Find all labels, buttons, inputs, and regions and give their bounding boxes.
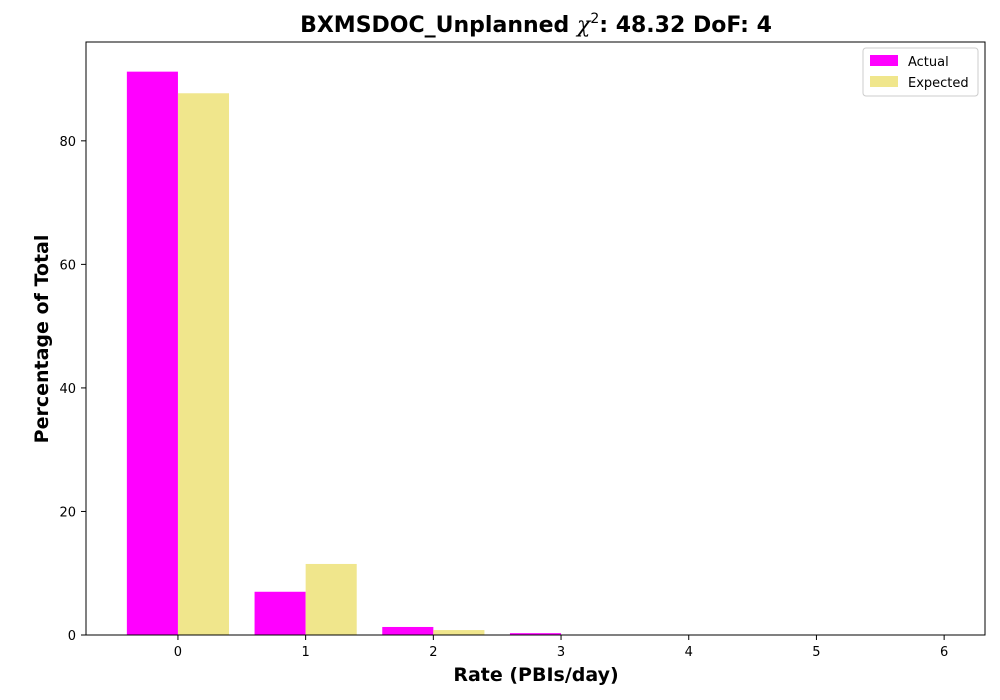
y-tick-label: 40 <box>59 382 76 397</box>
legend-swatch-expected <box>870 76 898 87</box>
legend: Actual Expected <box>863 48 978 96</box>
y-tick-label: 60 <box>59 258 76 273</box>
bar-actual-1 <box>255 592 306 635</box>
bar-expected-2 <box>433 630 484 635</box>
x-axis-label: Rate (PBIs/day) <box>453 664 618 686</box>
bar-actual-2 <box>382 627 433 635</box>
x-tick-label: 3 <box>557 645 565 660</box>
legend-swatch-actual <box>870 55 898 66</box>
x-tick-label: 4 <box>685 645 693 660</box>
x-tick-label: 2 <box>429 645 437 660</box>
legend-label-actual: Actual <box>908 55 949 70</box>
bar-actual-0 <box>127 72 178 635</box>
x-tick-label: 1 <box>302 645 310 660</box>
bars-group <box>127 72 612 635</box>
y-tick-label: 0 <box>68 629 76 644</box>
x-tick-label: 0 <box>174 645 182 660</box>
y-tick-label: 20 <box>59 505 76 520</box>
chart-title: BXMSDOC_Unplanned χ2: 48.32 DoF: 4 <box>300 11 772 38</box>
bar-expected-1 <box>306 564 357 635</box>
x-tick-label: 5 <box>812 645 820 660</box>
legend-label-expected: Expected <box>908 76 969 91</box>
bar-expected-0 <box>178 93 229 635</box>
y-tick-label: 80 <box>59 135 76 150</box>
x-tick-label: 6 <box>940 645 948 660</box>
y-axis-label: Percentage of Total <box>31 235 53 444</box>
